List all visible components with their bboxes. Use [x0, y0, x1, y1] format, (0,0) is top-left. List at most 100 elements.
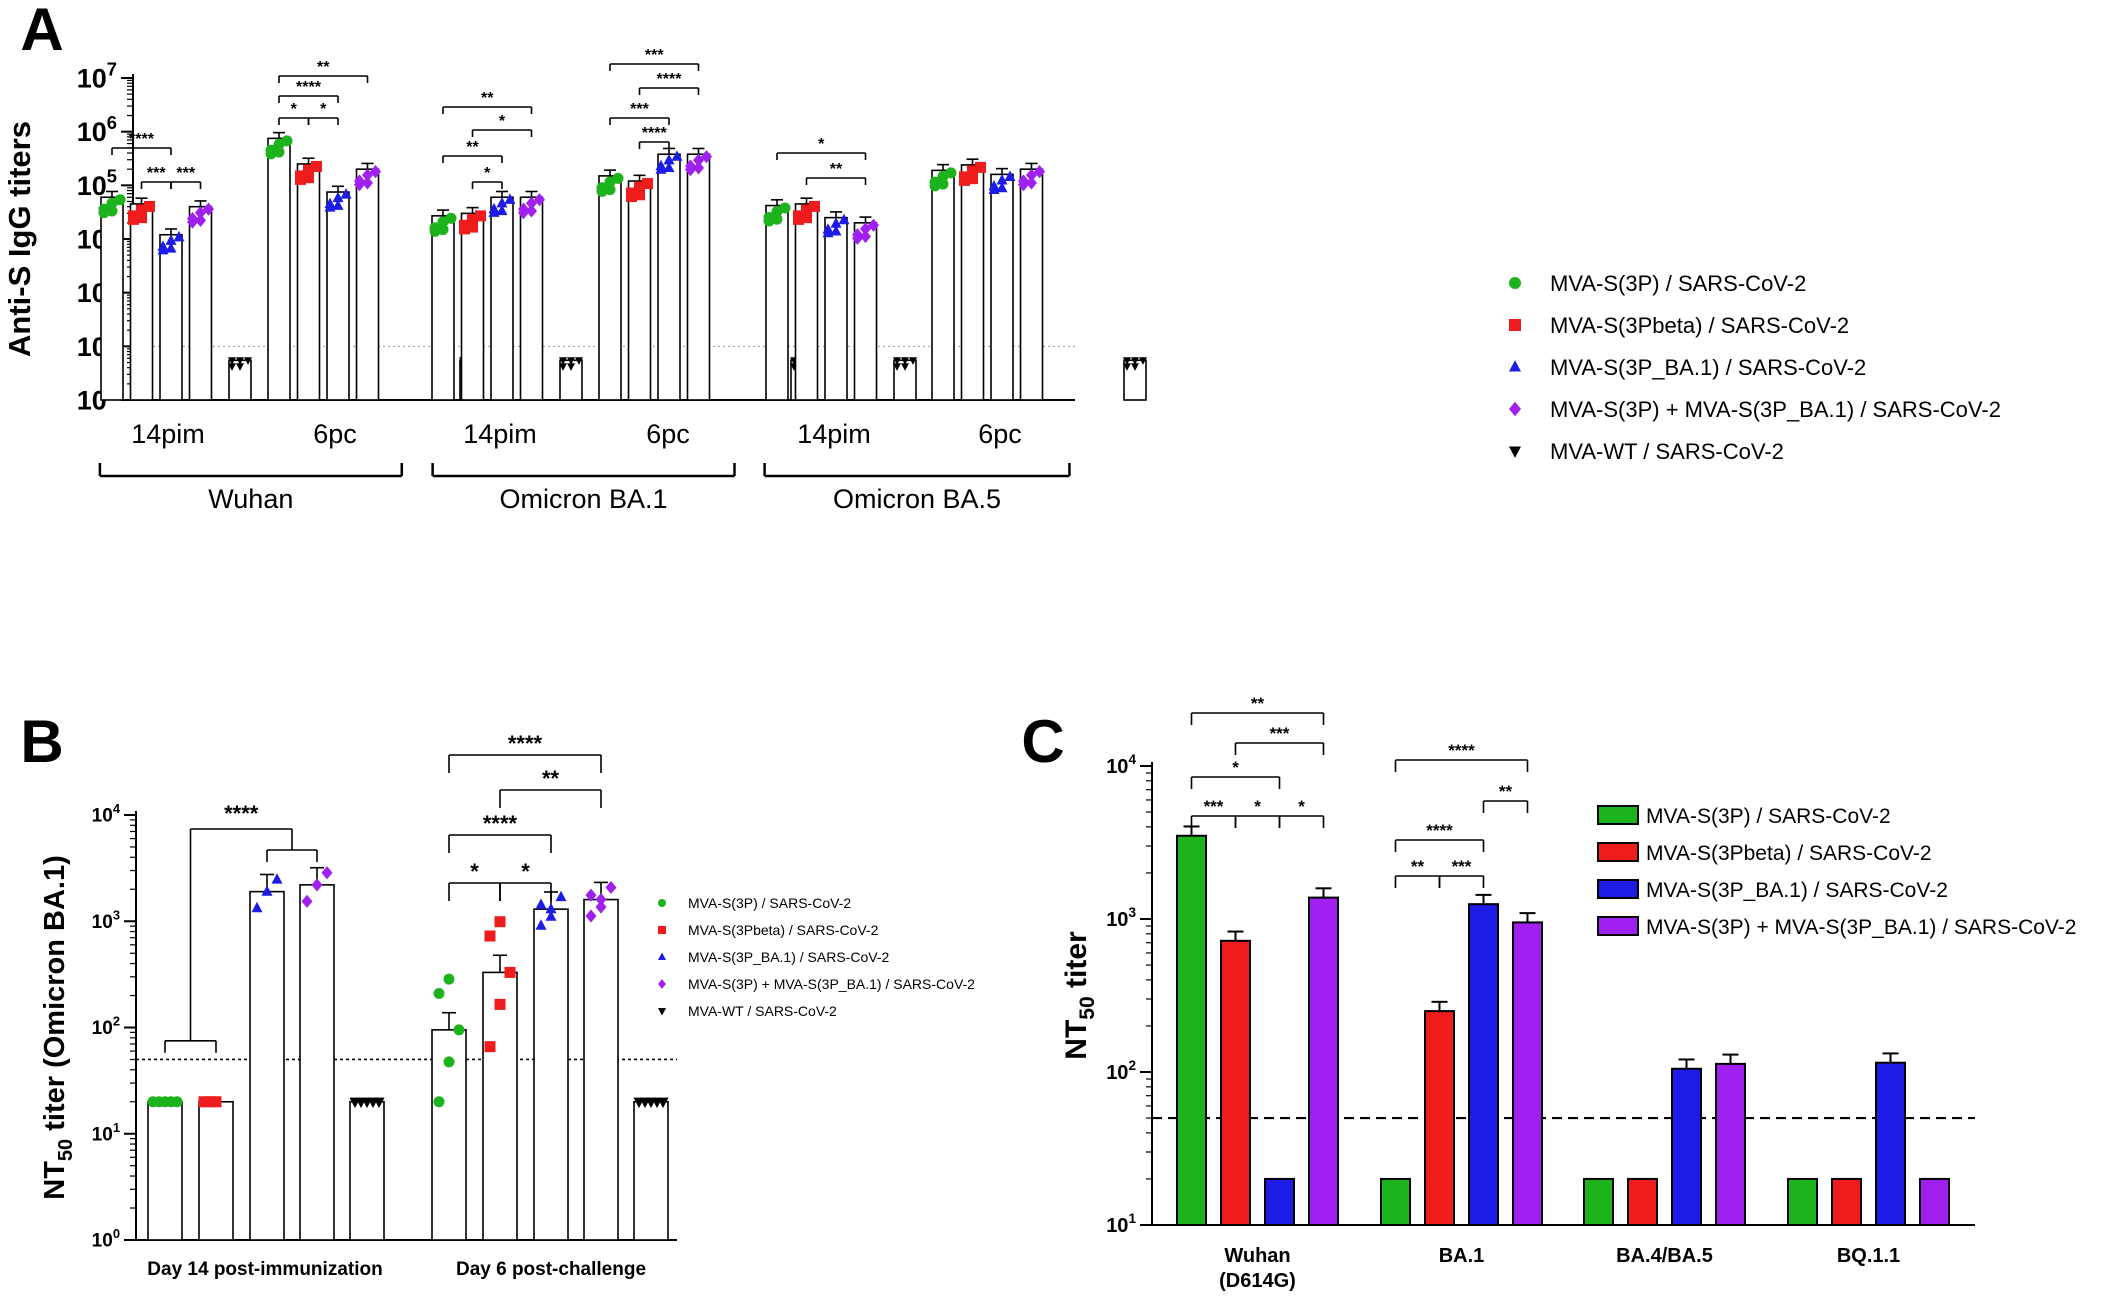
significance-bracket: * [278, 101, 310, 125]
x-tick-sublabel: (D614G) [1219, 1270, 1296, 1292]
data-point-diamond [311, 878, 323, 892]
bar [1583, 1177, 1614, 1226]
bar [1264, 1177, 1295, 1226]
data-point-square [494, 998, 506, 1010]
x-tick-label: Wuhan [1224, 1245, 1290, 1267]
legend-label: MVA-S(3P) / SARS-CoV-2 [1646, 805, 1891, 828]
data-point-diamond [1509, 401, 1521, 417]
bar [824, 216, 848, 401]
significance-label: **** [1448, 741, 1475, 760]
data-point-square [198, 1096, 210, 1108]
bar [633, 1100, 669, 1241]
data-point-circle [453, 1024, 465, 1036]
data-point-square [128, 213, 139, 225]
data-point-down-triangle [909, 357, 917, 365]
data-point-down-triangle [1509, 446, 1521, 458]
significance-bracket: * [1278, 797, 1325, 828]
significance-label: ** [481, 90, 494, 107]
significance-bracket: * [1190, 758, 1281, 789]
bar [1512, 921, 1543, 1226]
significance-label: *** [630, 101, 649, 118]
significance-label: * [484, 165, 491, 182]
data-point-diamond [195, 206, 206, 220]
legend: MVA-S(3P) / SARS-CoV-2 MVA-S(3Pbeta) / SA… [658, 895, 975, 1019]
data-point-triangle [173, 230, 185, 242]
data-point-square [311, 160, 322, 172]
data-point-triangle [261, 885, 273, 896]
x-tick-label: BA.4/BA.5 [1616, 1245, 1713, 1267]
data-point-triangle [663, 153, 675, 165]
bar [482, 971, 518, 1241]
data-point-circle [433, 987, 445, 999]
bar [296, 163, 321, 401]
data-point-triangle [251, 901, 263, 913]
data-point-diamond [658, 979, 666, 989]
data-point-diamond [301, 894, 313, 908]
bar [1787, 1177, 1818, 1226]
significance-label: * [320, 101, 327, 118]
data-point-down-triangle [658, 1008, 666, 1016]
legend-label: MVA-S(3Pbeta) / SARS-CoV-2 [1550, 313, 1849, 338]
y-axis-title: NT50 titer [1060, 931, 1099, 1060]
significance-label: ** [1411, 857, 1425, 876]
data-point-square [303, 172, 314, 184]
significance-bracket: **** [638, 71, 700, 95]
data-point-square [484, 930, 496, 942]
bar [188, 205, 213, 401]
data-point-circle [604, 176, 616, 188]
data-point-circle [273, 138, 285, 150]
significance-bracket: *** [609, 101, 670, 125]
y-axis-title: NT50 titer (Omicron BA.1) [39, 855, 77, 1200]
legend-label: MVA-WT / SARS-CoV-2 [1550, 439, 1784, 464]
data-point-down-triangle [228, 357, 236, 365]
data-point-triangle [658, 952, 666, 960]
data-point-circle [171, 1096, 183, 1108]
data-point-square [959, 174, 970, 186]
legend-label: MVA-S(3P) / SARS-CoV-2 [688, 895, 851, 911]
y-tick-label: 102 [92, 1014, 120, 1040]
data-point-triangle [545, 910, 557, 921]
data-point-triangle [504, 193, 516, 204]
data-point-down-triangle [893, 357, 901, 365]
significance-bracket: ** [278, 59, 369, 83]
data-point-triangle [496, 196, 508, 208]
significance-bracket: * [499, 859, 552, 901]
bar [627, 180, 652, 401]
significance-label: ** [317, 59, 330, 76]
y-tick-label: 103 [92, 907, 120, 933]
significance-label: **** [657, 71, 683, 88]
significance-label: * [470, 859, 479, 884]
legend-label: MVA-S(3P_BA.1) / SARS-CoV-2 [688, 949, 889, 965]
data-point-diamond [860, 229, 871, 244]
legend-label: MVA-S(3P_BA.1) / SARS-CoV-2 [1646, 879, 1948, 902]
data-point-square [303, 164, 314, 176]
y-tick-label: 101 [1106, 1211, 1136, 1237]
significance-bracket: *** [609, 47, 700, 71]
bar [1019, 168, 1044, 401]
timepoint-label: 6pc [313, 419, 357, 449]
data-point-triangle [165, 242, 177, 253]
data-point-diamond [195, 213, 206, 227]
bar [1627, 1177, 1658, 1226]
significance-bracket: ** [1190, 694, 1325, 725]
data-point-triangle [340, 188, 352, 199]
significance-bracket: * [1234, 797, 1281, 828]
significance-bracket: ** [499, 766, 602, 808]
y-axis-title-sub: 50 [55, 1139, 77, 1161]
data-point-down-triangle [657, 1097, 669, 1109]
data-point-square [809, 200, 820, 212]
legend-swatch [1597, 842, 1639, 862]
bar [147, 1100, 183, 1241]
data-point-square [793, 213, 804, 225]
data-point-down-triangle [575, 357, 583, 365]
bar [159, 233, 183, 401]
data-point-triangle [988, 183, 1000, 194]
data-point-square [484, 1041, 496, 1053]
legend-label: MVA-S(3P) + MVA-S(3P_BA.1) / SARS-CoV-2 [1646, 916, 2076, 939]
data-point-square [504, 966, 516, 978]
y-tick-label: 106 [77, 112, 117, 147]
bar [583, 898, 619, 1241]
significance-bracket: * [471, 165, 503, 189]
data-point-triangle [535, 898, 547, 909]
data-point-diamond [585, 888, 597, 902]
